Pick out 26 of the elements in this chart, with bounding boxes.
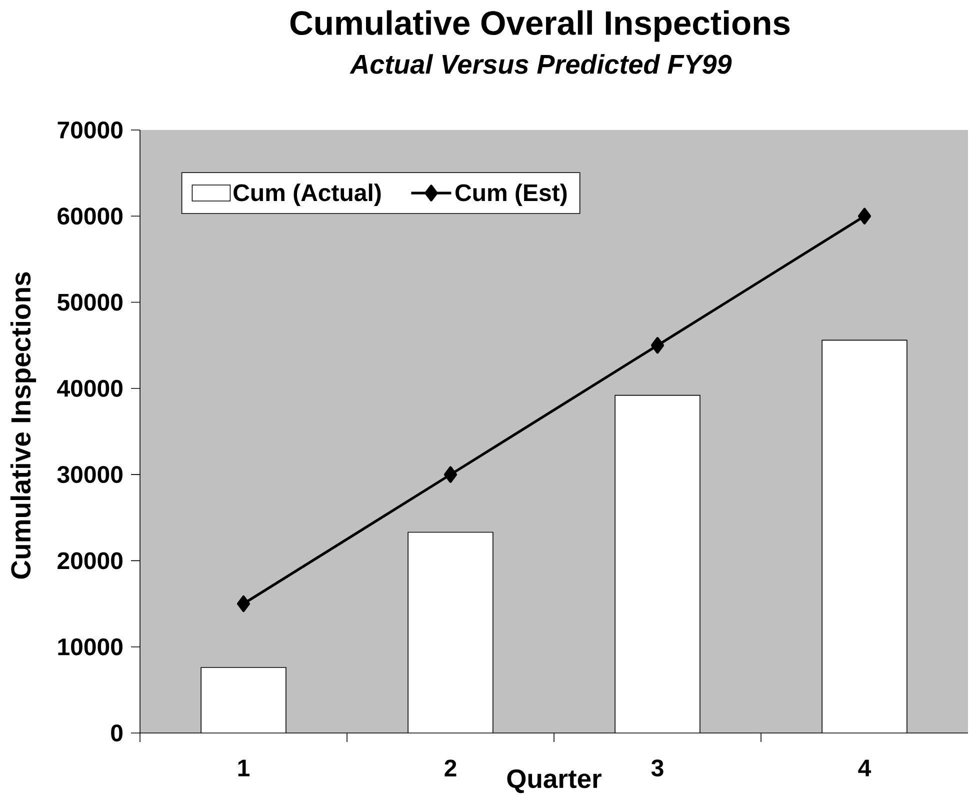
bar (408, 532, 493, 733)
y-tick-label: 20000 (58, 552, 122, 570)
x-tick-label: 1 (238, 760, 250, 776)
point (444, 466, 458, 483)
x-tick-label: 4 (858, 760, 872, 776)
chart-subtitle: Actual Versus Predicted FY99 (350, 54, 732, 74)
legend-label: Cum (Est) (456, 184, 567, 206)
bar (822, 340, 908, 733)
y-tick-label: 10000 (58, 638, 122, 656)
y-axis-title: Cumulative Inspections (10, 272, 36, 579)
y-tick-label: 50000 (57, 294, 122, 311)
y-tick-label: 60000 (58, 208, 122, 225)
bar (201, 668, 286, 733)
point (650, 337, 664, 354)
bar (615, 395, 700, 733)
y-tick-label: 0 (111, 724, 122, 742)
y-tick-label: 40000 (57, 380, 122, 397)
point (858, 208, 872, 224)
y-tick-label: 70000 (58, 121, 122, 138)
legend-label: Cum (Actual) (234, 184, 381, 206)
point (236, 595, 250, 612)
y-tick-label: 30000 (57, 466, 122, 484)
x-tick-label: 2 (444, 760, 456, 776)
x-axis-title: Quarter (507, 769, 602, 794)
x-tick-label: 3 (651, 759, 664, 776)
chart-title: Cumulative Overall Inspections (290, 10, 790, 42)
